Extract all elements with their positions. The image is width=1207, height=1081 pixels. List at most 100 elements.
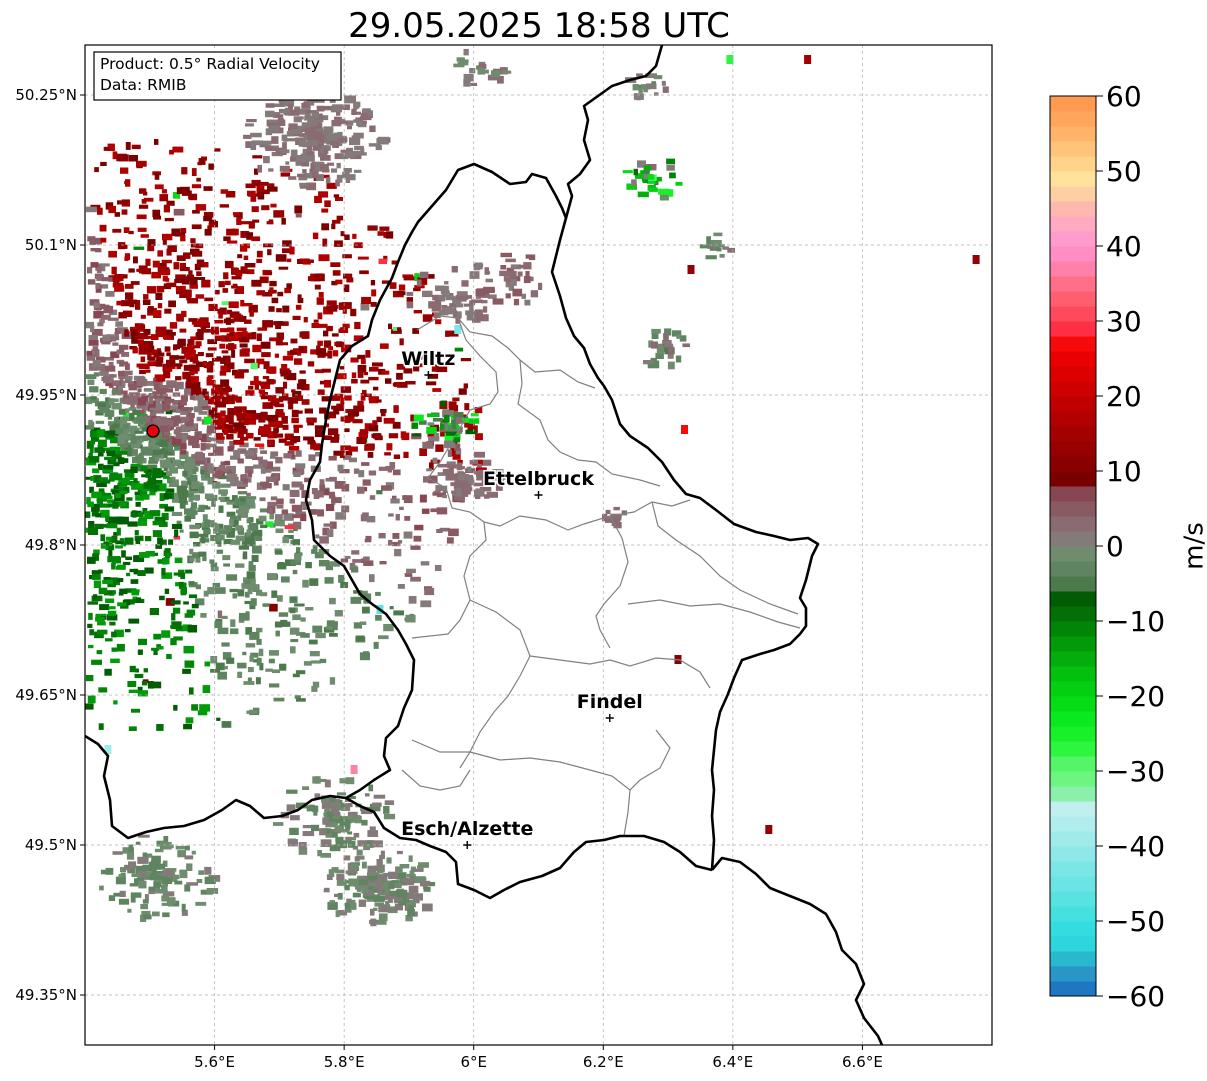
border-france-luxembourg	[345, 796, 713, 900]
lon-tick-label: 6.4°E	[712, 1053, 753, 1071]
canton-border-diekirch-mersch	[483, 499, 691, 531]
colorbar-tick-label: 60	[1106, 80, 1142, 113]
colorbar-tick-label: −30	[1106, 755, 1165, 788]
border-germany-luxembourg-east	[711, 856, 884, 1045]
colorbar-segment	[1050, 621, 1096, 637]
colorbar-segment	[1050, 591, 1096, 607]
colorbar-tick-label: −60	[1106, 980, 1165, 1013]
colorbar-segment	[1050, 321, 1096, 337]
colorbar-segment	[1050, 741, 1096, 757]
colorbar-segment	[1050, 336, 1096, 352]
colorbar-segment	[1050, 441, 1096, 457]
city-label: Findel	[577, 691, 643, 713]
city-marker-icon	[605, 714, 614, 722]
colorbar-segment	[1050, 711, 1096, 727]
colorbar-segment	[1050, 756, 1096, 772]
colorbar-segment	[1050, 936, 1096, 952]
colorbar-tick-label: −50	[1106, 905, 1165, 938]
radar-site-marker	[146, 424, 160, 438]
lat-tick-label: 49.8°N	[25, 536, 77, 554]
colorbar-segment	[1050, 471, 1096, 487]
lon-tick-label: 6.2°E	[583, 1053, 624, 1071]
city-findel: Findel	[575, 690, 644, 722]
lat-tick-label: 49.65°N	[15, 686, 77, 704]
lat-tick-label: 49.95°N	[15, 386, 77, 404]
canton-border-echternach	[651, 501, 799, 615]
lat-tick-label: 50.1°N	[25, 236, 77, 254]
canton-border-esch-west	[401, 769, 471, 791]
city-esch-alzette: Esch/Alzette	[400, 817, 535, 849]
city-labels: Wiltz Ettelbruck Findel Esch/Alzette	[400, 347, 644, 849]
lon-tick-label: 6°E	[460, 1053, 487, 1071]
colorbar-segment	[1050, 891, 1096, 907]
colorbar-tick-label: 10	[1106, 455, 1142, 488]
city-label: Wiltz	[401, 348, 455, 370]
canton-border-capellen-esch	[411, 739, 470, 753]
map-axis-ticks: 5.6°E 5.8°E 6°E 6.2°E 6.4°E 6.6°E 49.35°N 49.5°…	[15, 86, 883, 1071]
info-box: Product: 0.5° Radial Velocity Data: RMIB	[93, 51, 342, 101]
colorbar-tick-label: −40	[1106, 830, 1165, 863]
colorbar-segment	[1050, 966, 1096, 982]
colorbar-segment	[1050, 231, 1096, 247]
colorbar-segment	[1050, 186, 1096, 202]
colorbar-segment	[1050, 111, 1096, 127]
colorbar-segment	[1050, 636, 1096, 652]
colorbar-segment	[1050, 861, 1096, 877]
colorbar-segment	[1050, 261, 1096, 277]
colorbar-segment	[1050, 981, 1096, 997]
canton-border-vianden	[517, 359, 661, 487]
canton-border-luxembourg-mersch	[529, 655, 711, 689]
canton-border-capellen-luxembourg	[459, 599, 531, 769]
colorbar-segment	[1050, 951, 1096, 967]
lat-tick-label: 50.25°N	[15, 86, 77, 104]
colorbar-segment	[1050, 246, 1096, 262]
border-belgium-france	[85, 734, 347, 840]
colorbar-segment	[1050, 681, 1096, 697]
city-wiltz: Wiltz	[400, 347, 457, 379]
colorbar-ticks: 60 50 40 30 20 10 0 −10 −20 −30 −40 −50 −60	[1096, 80, 1165, 1013]
colorbar-tick-label: 50	[1106, 155, 1142, 188]
city-marker-icon	[463, 841, 472, 849]
border-belgium-luxembourg-west	[304, 244, 416, 800]
colorbar-tick-label: 20	[1106, 380, 1142, 413]
colorbar-segment	[1050, 141, 1096, 157]
colorbar-tick-label: 0	[1106, 530, 1124, 563]
lat-tick-label: 49.35°N	[15, 986, 77, 1004]
colorbar-segment	[1050, 156, 1096, 172]
colorbar-segment	[1050, 831, 1096, 847]
colorbar-segment	[1050, 666, 1096, 682]
lat-tick-label: 49.5°N	[25, 836, 77, 854]
colorbar-segment	[1050, 291, 1096, 307]
colorbar-segment	[1050, 216, 1096, 232]
colorbar-segment	[1050, 276, 1096, 292]
colorbar-tick-label: −20	[1106, 680, 1165, 713]
colorbar-segment	[1050, 771, 1096, 787]
colorbar-segment	[1050, 726, 1096, 742]
canton-borders	[401, 315, 801, 837]
national-borders	[85, 45, 884, 1045]
colorbar-color-segments	[1050, 96, 1096, 997]
figure-title: 29.05.2025 18:58 UTC	[348, 6, 730, 46]
canton-border-redange-mersch	[411, 477, 487, 639]
radar-echo-layer	[85, 48, 980, 927]
lon-tick-label: 5.6°E	[194, 1053, 235, 1071]
colorbar-segment	[1050, 576, 1096, 592]
colorbar-segment	[1050, 201, 1096, 217]
canton-border-wiltz-diekirch	[427, 317, 499, 479]
colorbar-segment	[1050, 426, 1096, 442]
colorbar-segment	[1050, 606, 1096, 622]
city-label: Esch/Alzette	[401, 818, 533, 840]
canton-border-remich	[629, 729, 671, 791]
colorbar-segment	[1050, 846, 1096, 862]
velocity-colorbar: 60 50 40 30 20 10 0 −10 −20 −30 −40 −50 −60 m/s	[1049, 80, 1207, 1013]
canton-border-clervaux-wiltz	[416, 315, 596, 389]
info-box-product: Product: 0.5° Radial Velocity	[100, 55, 320, 73]
colorbar-segment	[1050, 486, 1096, 502]
colorbar-tick-label: −10	[1106, 605, 1165, 638]
colorbar-segment	[1050, 531, 1096, 547]
city-marker-icon	[534, 491, 543, 499]
colorbar-segment	[1050, 876, 1096, 892]
colorbar-segment	[1050, 546, 1096, 562]
colorbar-segment	[1050, 801, 1096, 817]
